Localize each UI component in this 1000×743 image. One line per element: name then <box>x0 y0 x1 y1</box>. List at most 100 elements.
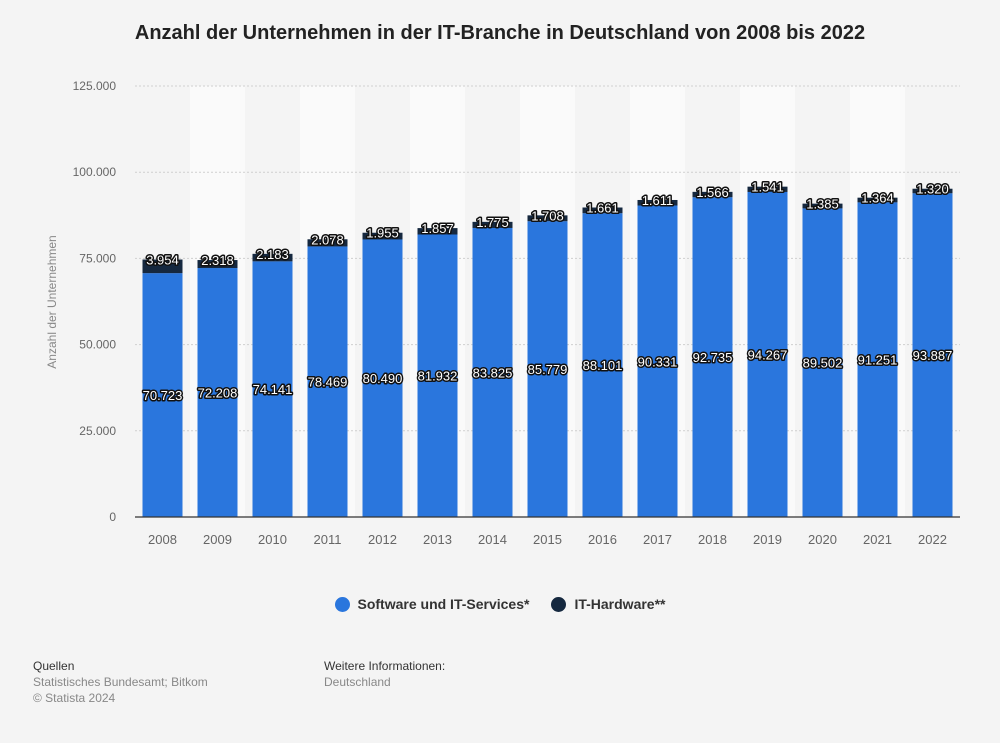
data-label-software: 78.469 <box>308 375 348 390</box>
bar-hardware-2018[interactable] <box>692 191 733 198</box>
bar-hardware-2009[interactable] <box>197 260 238 269</box>
data-label-hardware: 1.611 <box>642 193 674 208</box>
y-tick-label: 0 <box>109 510 116 524</box>
data-label-software: 80.490 <box>363 371 403 386</box>
sources-text: Statistisches Bundesamt; Bitkom <box>33 675 208 689</box>
info-block: Weitere Informationen: Deutschland <box>324 658 445 690</box>
bar-software-2018[interactable] <box>692 197 733 517</box>
x-tick-label: 2010 <box>258 532 287 547</box>
data-label-software: 89.502 <box>803 356 843 371</box>
bar-hardware-2016[interactable] <box>582 207 623 214</box>
sources-block: Quellen Statistisches Bundesamt; Bitkom … <box>33 658 208 706</box>
data-labels: 70.723 3.954 72.208 2.318 74.141 2.183 78.469 2… <box>141 178 954 404</box>
bar-software-2019[interactable] <box>747 191 788 517</box>
data-label-hardware: 1.955 <box>366 226 399 241</box>
info-text: Deutschland <box>324 675 391 689</box>
x-tick-label: 2016 <box>588 532 617 547</box>
x-tick-label: 2012 <box>368 532 397 547</box>
bar-hardware-2012[interactable] <box>362 232 403 240</box>
data-label-hardware: 1.364 <box>861 191 894 206</box>
y-axis-ticks: 0 25.000 50.000 75.000 100.000 125.000 <box>73 79 117 524</box>
data-label-hardware: 2.183 <box>256 247 289 262</box>
x-tick-label: 2017 <box>643 532 672 547</box>
bar-hardware-2015[interactable] <box>527 215 568 222</box>
y-tick-label: 50.000 <box>79 338 116 352</box>
x-tick-label: 2020 <box>808 532 837 547</box>
bar-software-2010[interactable] <box>252 261 293 517</box>
data-label-software: 94.267 <box>748 347 788 362</box>
x-tick-label: 2021 <box>863 532 892 547</box>
data-label-software: 90.331 <box>638 354 678 369</box>
data-label-hardware: 2.318 <box>201 253 234 268</box>
x-axis-ticks: 2008 2009 2010 2011 2012 2013 2014 2015 2016 2017… <box>148 532 947 547</box>
sources-heading: Quellen <box>33 659 75 673</box>
y-tick-label: 125.000 <box>73 79 117 93</box>
data-label-hardware: 1.708 <box>531 208 564 223</box>
data-label-hardware: 3.954 <box>146 253 179 268</box>
copyright-text: © Statista 2024 <box>33 691 116 705</box>
data-label-software: 72.208 <box>198 386 238 401</box>
data-label-hardware: 2.078 <box>311 232 344 247</box>
legend-swatch-hardware <box>551 596 567 612</box>
bar-software-2011[interactable] <box>307 246 348 517</box>
bar-hardware-2021[interactable] <box>857 197 898 203</box>
bar-hardware-2019[interactable] <box>747 186 788 192</box>
x-tick-label: 2011 <box>314 532 342 547</box>
data-label-software: 93.887 <box>913 348 953 363</box>
bar-software-2020[interactable] <box>802 208 843 518</box>
bar-software-2017[interactable] <box>637 205 678 518</box>
x-tick-label: 2009 <box>203 532 232 547</box>
x-tick-label: 2019 <box>753 532 782 547</box>
legend-label-hardware: IT-Hardware** <box>574 596 666 612</box>
legend-swatch-software <box>334 596 350 612</box>
data-label-hardware: 1.320 <box>916 182 949 197</box>
bar-software-2014[interactable] <box>472 227 513 517</box>
data-label-software: 91.251 <box>858 353 898 368</box>
bar-hardware-2014[interactable] <box>472 221 513 228</box>
bar-software-2012[interactable] <box>362 239 403 518</box>
bar-hardware-2017[interactable] <box>637 199 678 206</box>
bar-hardware-2013[interactable] <box>417 228 458 235</box>
y-tick-label: 25.000 <box>79 424 116 438</box>
bars <box>142 186 953 518</box>
bar-software-2013[interactable] <box>417 234 458 517</box>
x-tick-label: 2008 <box>148 532 177 547</box>
bar-hardware-2022[interactable] <box>912 188 953 194</box>
bar-software-2021[interactable] <box>857 202 898 517</box>
data-label-software: 70.723 <box>143 388 183 403</box>
data-label-hardware: 1.857 <box>421 221 454 236</box>
data-label-hardware: 1.566 <box>696 185 729 200</box>
stacked-bar-chart: 0 25.000 50.000 75.000 100.000 125.000 Anzahl… <box>45 79 960 547</box>
bar-hardware-2020[interactable] <box>802 203 843 209</box>
bar-hardware-2008[interactable] <box>142 259 183 274</box>
data-label-hardware: 1.661 <box>586 201 619 216</box>
chart-title: Anzahl der Unternehmen in der IT-Branche… <box>134 22 866 44</box>
y-axis-label: Anzahl der Unternehmen <box>45 235 59 368</box>
data-label-software: 81.932 <box>418 369 458 384</box>
bar-hardware-2011[interactable] <box>307 239 348 247</box>
legend: Software und IT-Services* IT-Hardware** <box>0 596 1000 612</box>
bar-software-2015[interactable] <box>527 221 568 517</box>
data-label-hardware: 1.541 <box>751 180 784 195</box>
info-heading: Weitere Informationen: <box>324 659 446 673</box>
data-label-hardware: 1.385 <box>806 197 839 212</box>
x-tick-label: 2015 <box>533 532 562 547</box>
data-label-software: 92.735 <box>693 350 733 365</box>
legend-label-software: Software und IT-Services* <box>357 596 530 612</box>
legend-item-software[interactable]: Software und IT-Services* <box>334 596 530 612</box>
legend-item-hardware[interactable]: IT-Hardware** <box>551 596 666 612</box>
y-tick-label: 75.000 <box>79 251 116 265</box>
y-tick-label: 100.000 <box>73 165 117 179</box>
bar-software-2016[interactable] <box>582 213 623 517</box>
data-label-software: 74.141 <box>253 382 293 397</box>
data-label-software: 88.101 <box>583 358 623 373</box>
x-tick-label: 2014 <box>478 532 507 547</box>
x-tick-label: 2018 <box>698 532 727 547</box>
bar-software-2022[interactable] <box>912 193 953 517</box>
bar-software-2009[interactable] <box>197 268 238 517</box>
data-label-software: 85.779 <box>528 362 568 377</box>
data-label-software: 83.825 <box>473 365 513 380</box>
bar-hardware-2010[interactable] <box>252 253 293 262</box>
bar-software-2008[interactable] <box>142 273 183 517</box>
x-tick-label: 2013 <box>423 532 452 547</box>
